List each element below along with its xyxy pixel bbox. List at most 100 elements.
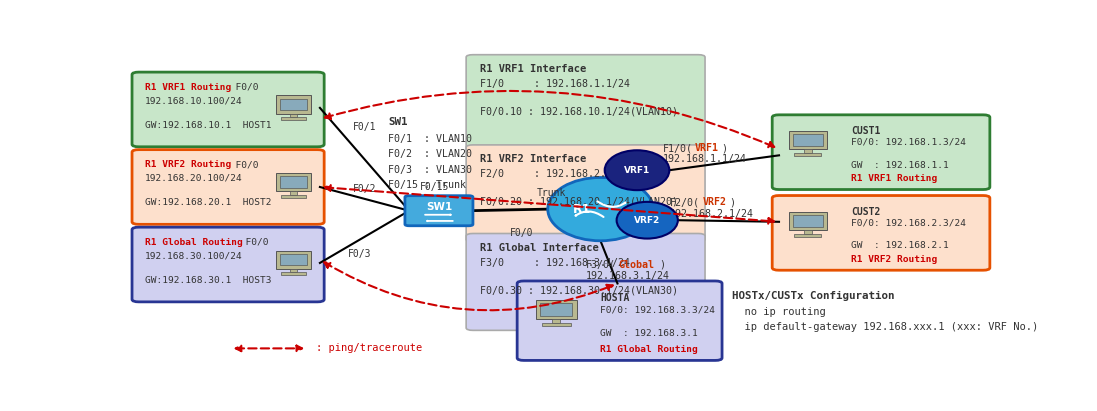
- Text: F0/0: 192.168.3.3/24: F0/0: 192.168.3.3/24: [600, 305, 715, 314]
- Text: R1 Global Interface: R1 Global Interface: [479, 243, 599, 253]
- FancyBboxPatch shape: [535, 300, 577, 319]
- Text: GW  : 192.168.3.1: GW : 192.168.3.1: [600, 329, 698, 338]
- FancyBboxPatch shape: [793, 134, 823, 146]
- Text: F0/1: F0/1: [353, 122, 376, 132]
- FancyBboxPatch shape: [793, 215, 823, 227]
- FancyBboxPatch shape: [789, 131, 827, 149]
- Text: F0/3  : VLAN30: F0/3 : VLAN30: [388, 164, 472, 175]
- Text: VRF2: VRF2: [634, 216, 660, 225]
- FancyBboxPatch shape: [466, 145, 705, 242]
- Text: 192.168.20.100/24: 192.168.20.100/24: [145, 174, 242, 183]
- Text: 192.168.30.100/24: 192.168.30.100/24: [145, 251, 242, 260]
- Text: VRF1: VRF1: [694, 143, 719, 153]
- Text: 192.168.10.100/24: 192.168.10.100/24: [145, 96, 242, 105]
- Text: F0/2: F0/2: [353, 185, 376, 194]
- Bar: [290, 191, 297, 195]
- Bar: [542, 323, 570, 326]
- FancyBboxPatch shape: [275, 173, 312, 191]
- Text: ): ): [728, 197, 735, 207]
- Text: F0/0.10 : 192.168.10.1/24(VLAN10): F0/0.10 : 192.168.10.1/24(VLAN10): [479, 106, 678, 117]
- Bar: [794, 153, 822, 156]
- FancyBboxPatch shape: [772, 196, 989, 270]
- Text: ): ): [721, 143, 727, 153]
- Text: VRF1: VRF1: [624, 166, 651, 175]
- Text: R1 VRF2 Interface: R1 VRF2 Interface: [479, 155, 586, 164]
- Text: F2/0     : 192.168.2.1/24: F2/0 : 192.168.2.1/24: [479, 169, 630, 179]
- Bar: [552, 319, 561, 323]
- Text: GW:192.168.20.1  HOST2: GW:192.168.20.1 HOST2: [145, 199, 271, 208]
- FancyBboxPatch shape: [280, 99, 307, 110]
- Text: F0/0.30 : 192.168.30.1/24(VLAN30): F0/0.30 : 192.168.30.1/24(VLAN30): [479, 285, 678, 296]
- Text: F0/1  : VLAN10: F0/1 : VLAN10: [388, 134, 472, 144]
- Text: SW1: SW1: [426, 203, 452, 212]
- Text: no ip routing: no ip routing: [733, 307, 826, 316]
- Text: F0/0: F0/0: [224, 160, 258, 169]
- Bar: [281, 272, 306, 275]
- Text: F0/2  : VLAN20: F0/2 : VLAN20: [388, 149, 472, 159]
- FancyBboxPatch shape: [275, 251, 312, 268]
- Ellipse shape: [547, 178, 653, 241]
- FancyBboxPatch shape: [541, 303, 573, 316]
- Text: R1 VRF2 Routing: R1 VRF2 Routing: [851, 255, 938, 264]
- Ellipse shape: [604, 150, 669, 190]
- Text: R1: R1: [573, 203, 591, 216]
- Text: F0/0: 192.168.2.3/24: F0/0: 192.168.2.3/24: [851, 219, 966, 228]
- FancyBboxPatch shape: [517, 281, 722, 360]
- Text: F3/0     : 192.168.3.1/24: F3/0 : 192.168.3.1/24: [479, 258, 630, 268]
- Text: F0/15 : Trunk: F0/15 : Trunk: [388, 180, 466, 190]
- Text: F0/0: F0/0: [235, 238, 269, 247]
- Text: GW  : 192.168.2.1: GW : 192.168.2.1: [851, 241, 949, 250]
- Text: GW:192.168.30.1  HOST3: GW:192.168.30.1 HOST3: [145, 276, 271, 285]
- FancyArrowPatch shape: [576, 211, 603, 217]
- Text: F0/0.20 : 192.168.20.1/24(VLAN20): F0/0.20 : 192.168.20.1/24(VLAN20): [479, 197, 678, 207]
- FancyBboxPatch shape: [132, 150, 325, 224]
- Text: CUST2: CUST2: [851, 207, 881, 217]
- Text: : ping/traceroute: : ping/traceroute: [316, 343, 422, 353]
- Text: F0/0: F0/0: [224, 83, 258, 92]
- Ellipse shape: [617, 202, 678, 238]
- Text: VRF2: VRF2: [702, 197, 726, 207]
- FancyBboxPatch shape: [466, 233, 705, 330]
- Text: F0/15: F0/15: [420, 182, 450, 192]
- Text: R1 Global Routing: R1 Global Routing: [145, 238, 242, 247]
- Bar: [290, 268, 297, 272]
- FancyBboxPatch shape: [466, 55, 705, 153]
- Text: Trunk: Trunk: [536, 188, 566, 199]
- Text: SW1: SW1: [388, 118, 407, 127]
- Text: R1 VRF1 Routing: R1 VRF1 Routing: [145, 83, 231, 92]
- FancyBboxPatch shape: [405, 196, 473, 226]
- Text: HOSTA: HOSTA: [600, 293, 630, 303]
- Text: F0/0: 192.168.1.3/24: F0/0: 192.168.1.3/24: [851, 138, 966, 147]
- Text: F0/0: F0/0: [509, 228, 533, 238]
- FancyBboxPatch shape: [772, 115, 989, 189]
- FancyBboxPatch shape: [132, 227, 325, 302]
- Text: ip default-gateway 192.168.xxx.1 (xxx: VRF No.): ip default-gateway 192.168.xxx.1 (xxx: V…: [733, 322, 1039, 332]
- Text: ): ): [659, 260, 665, 270]
- Text: CUST1: CUST1: [851, 126, 881, 136]
- Text: R1 VRF1 Interface: R1 VRF1 Interface: [479, 64, 586, 74]
- Bar: [804, 149, 812, 153]
- Bar: [290, 113, 297, 118]
- Bar: [804, 230, 812, 234]
- Text: F2/0(: F2/0(: [670, 197, 700, 207]
- FancyBboxPatch shape: [132, 72, 325, 147]
- Bar: [281, 195, 306, 198]
- FancyBboxPatch shape: [275, 95, 312, 113]
- Bar: [794, 234, 822, 237]
- FancyArrowPatch shape: [598, 201, 625, 207]
- Text: R1 VRF1 Routing: R1 VRF1 Routing: [851, 174, 938, 183]
- Text: HOSTx/CUSTx Configuration: HOSTx/CUSTx Configuration: [733, 291, 895, 301]
- Text: F1/0     : 192.168.1.1/24: F1/0 : 192.168.1.1/24: [479, 79, 630, 89]
- Text: F3/0(: F3/0(: [586, 260, 617, 270]
- FancyBboxPatch shape: [280, 176, 307, 188]
- Text: GW:192.168.10.1  HOST1: GW:192.168.10.1 HOST1: [145, 121, 271, 130]
- Text: Global: Global: [619, 260, 654, 270]
- Text: 192.168.2.1/24: 192.168.2.1/24: [670, 209, 754, 219]
- Text: F1/0(: F1/0(: [663, 143, 692, 153]
- Text: F0/3: F0/3: [348, 249, 372, 259]
- Bar: [281, 118, 306, 120]
- Text: GW  : 192.168.1.1: GW : 192.168.1.1: [851, 161, 949, 170]
- Text: R1 VRF2 Routing: R1 VRF2 Routing: [145, 160, 231, 169]
- Text: 192.168.1.1/24: 192.168.1.1/24: [663, 154, 747, 164]
- Text: R1 Global Routing: R1 Global Routing: [600, 345, 698, 354]
